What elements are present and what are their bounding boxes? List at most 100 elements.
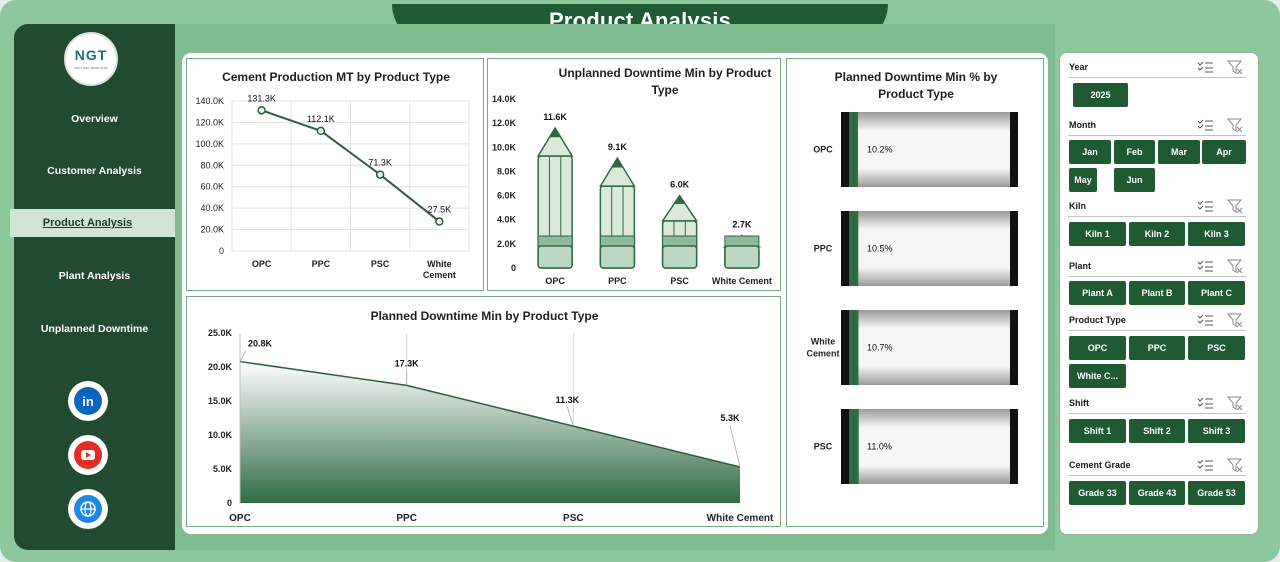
- filter-option-button[interactable]: Shift 1: [1069, 419, 1126, 443]
- multi-select-icon[interactable]: [1197, 60, 1213, 74]
- clear-filter-icon[interactable]: [1226, 458, 1243, 473]
- logo-subtext: NEXT GEN TEMPLATES: [74, 66, 108, 70]
- y-tick-label: 5.0K: [213, 464, 233, 474]
- x-tick-label: PSC: [670, 276, 689, 286]
- y-tick-label: 25.0K: [208, 328, 233, 338]
- y-tick-label: 40.0K: [200, 203, 224, 213]
- filter-option-button[interactable]: Kiln 3: [1188, 222, 1245, 246]
- filter-divider: [1068, 276, 1246, 277]
- filter-option-button[interactable]: Jun: [1114, 168, 1155, 192]
- filter-option-button[interactable]: PPC: [1129, 336, 1185, 360]
- x-tick-label: OPC: [229, 513, 251, 524]
- data-label: 6.0K: [670, 180, 690, 190]
- clear-filter-icon[interactable]: [1226, 259, 1243, 274]
- clear-filter-icon[interactable]: [1226, 118, 1243, 133]
- linkedin-icon: in: [74, 387, 102, 415]
- filter-option-button[interactable]: Plant C: [1188, 281, 1245, 305]
- y-tick-label: White: [811, 337, 836, 347]
- y-tick-label: 12.0K: [492, 118, 517, 128]
- data-point: [375, 170, 385, 179]
- filter-option-button[interactable]: May: [1069, 168, 1097, 192]
- filter-divider: [1068, 135, 1246, 136]
- youtube-button[interactable]: [68, 435, 108, 475]
- clear-filter-icon[interactable]: [1226, 396, 1243, 411]
- x-tick-label: OPC: [545, 276, 565, 286]
- filter-option-button[interactable]: Grade 43: [1129, 481, 1185, 505]
- nav-unplanned-downtime[interactable]: Unplanned Downtime: [40, 323, 149, 335]
- percent-bar-fill: [849, 211, 859, 286]
- filter-option-button[interactable]: White C...: [1069, 364, 1126, 388]
- pencil-bar-eraser: [661, 245, 698, 269]
- y-tick-label: 120.0K: [195, 117, 224, 127]
- pencil-bar-tip: [661, 194, 699, 222]
- nav-customer-analysis[interactable]: Customer Analysis: [47, 165, 142, 177]
- multi-select-icon[interactable]: [1197, 313, 1213, 327]
- multi-select-icon[interactable]: [1197, 118, 1213, 132]
- y-tick-label: PSC: [814, 442, 833, 452]
- multi-select-icon[interactable]: [1197, 396, 1213, 410]
- filter-option-button[interactable]: Apr: [1202, 140, 1246, 164]
- website-button[interactable]: [68, 489, 108, 529]
- filter-option-button[interactable]: Grade 33: [1069, 481, 1126, 505]
- bar-cap-right: [1010, 112, 1018, 187]
- leader-line: [239, 350, 247, 362]
- filter-label: Cement Grade: [1069, 460, 1131, 470]
- multi-select-icon[interactable]: [1197, 199, 1213, 213]
- linkedin-button[interactable]: in: [68, 381, 108, 421]
- production-series-line: [261, 109, 440, 223]
- unplanned-title-line1: Unplanned Downtime Min by Product: [558, 66, 772, 80]
- clear-filter-icon[interactable]: [1226, 60, 1243, 75]
- filter-option-button[interactable]: Feb: [1114, 140, 1155, 164]
- pencil-bar-band: [599, 235, 635, 247]
- filter-label: Shift: [1069, 398, 1089, 408]
- filter-option-button[interactable]: Plant A: [1069, 281, 1126, 305]
- filter-option-button[interactable]: PSC: [1188, 336, 1245, 360]
- x-tick-label: PPC: [312, 259, 331, 269]
- bar-cap-right: [1010, 409, 1018, 484]
- filter-option-button[interactable]: Kiln 2: [1129, 222, 1185, 246]
- y-tick-label: 10.0K: [208, 430, 233, 440]
- y-tick-label: 140.0K: [195, 96, 224, 106]
- y-tick-label: 10.0K: [492, 142, 517, 152]
- data-label: 9.1K: [608, 142, 628, 152]
- planned-area-fill: [240, 361, 740, 503]
- data-label: 20.8K: [248, 339, 273, 349]
- globe-icon: [74, 495, 102, 523]
- svg-text:in: in: [82, 394, 94, 409]
- data-label: 131.3K: [247, 93, 276, 103]
- pencil-bar-lead: [549, 127, 561, 138]
- percent-bar-fill: [849, 310, 859, 385]
- filter-option-button[interactable]: Jan: [1069, 140, 1111, 164]
- data-point: [435, 217, 444, 226]
- filter-option-button[interactable]: Plant B: [1129, 281, 1185, 305]
- nav-plant-analysis[interactable]: Plant Analysis: [58, 270, 131, 282]
- data-label: 17.3K: [395, 358, 420, 368]
- filter-option-button[interactable]: Grade 53: [1188, 481, 1245, 505]
- planned-area-line: [239, 360, 741, 468]
- ngt-logo: NGT NEXT GEN TEMPLATES: [64, 32, 118, 86]
- filter-option-button[interactable]: 2025: [1073, 83, 1128, 107]
- filter-option-button[interactable]: Mar: [1158, 140, 1200, 164]
- nav-overview[interactable]: Overview: [71, 113, 118, 125]
- filter-option-button[interactable]: Shift 3: [1188, 419, 1245, 443]
- multi-select-icon[interactable]: [1197, 259, 1213, 273]
- data-label: 112.1K: [307, 114, 335, 124]
- unplanned-chart-title: Unplanned Downtime Min by Product Type: [548, 65, 782, 99]
- filter-divider: [1068, 77, 1246, 78]
- filter-option-button[interactable]: Kiln 1: [1069, 222, 1126, 246]
- y-tick-label: 4.0K: [497, 215, 517, 225]
- data-label: 5.3K: [720, 413, 740, 423]
- filter-option-button[interactable]: OPC: [1069, 336, 1126, 360]
- clear-filter-icon[interactable]: [1226, 199, 1243, 214]
- data-point: [257, 106, 266, 115]
- filter-label: Month: [1069, 120, 1096, 130]
- y-tick-label: Cement: [806, 349, 839, 359]
- multi-select-icon[interactable]: [1197, 458, 1213, 472]
- clear-filter-icon[interactable]: [1226, 313, 1243, 328]
- leader-line: [566, 407, 574, 427]
- data-label: 10.5%: [867, 244, 893, 254]
- nav-product-analysis[interactable]: Product Analysis: [42, 217, 133, 229]
- filter-divider: [1068, 330, 1246, 331]
- production-chart-card: Cement Production MT by Product Type 140…: [186, 58, 484, 291]
- filter-option-button[interactable]: Shift 2: [1129, 419, 1185, 443]
